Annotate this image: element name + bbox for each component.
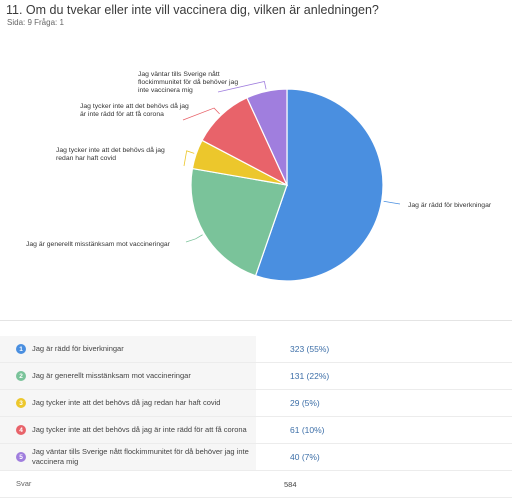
slice-label-4: Jag tycker inte att det behövs då jag är … [80, 102, 189, 118]
option-number-badge: 4 [16, 425, 26, 435]
pie-slice-2 [190, 167, 288, 277]
option-cell: 5 Jag väntar tills Sverige nått flockimmu… [0, 444, 256, 470]
section-divider [0, 320, 512, 321]
total-row: Svar 584 [0, 471, 512, 498]
option-cell: 3 Jag tycker inte att det behövs då jag r… [0, 390, 256, 416]
option-cell: 4 Jag tycker inte att det behövs då jag ä… [0, 417, 256, 443]
option-cell: 2 Jag är generellt misstänksam mot vaccin… [0, 363, 256, 389]
option-cell: 1 Jag är rädd för biverkningar [0, 336, 256, 362]
table-row: 3 Jag tycker inte att det behövs då jag r… [0, 390, 512, 417]
question-title: 11. Om du tvekar eller inte vill vaccine… [6, 3, 379, 17]
option-number-badge: 3 [16, 398, 26, 408]
results-table: 1 Jag är rädd för biverkningar 323 (55%) 2 J… [0, 336, 512, 498]
option-number-badge: 2 [16, 371, 26, 381]
option-number-badge: 5 [16, 452, 26, 462]
pie-chart: Jag är rädd för biverkningar Jag är gener… [26, 70, 492, 282]
option-label: Jag väntar tills Sverige nått flockimmun… [32, 447, 249, 466]
option-number-badge: 1 [16, 344, 26, 354]
option-count: 131 (22%) [290, 371, 330, 381]
table-row: 1 Jag är rädd för biverkningar 323 (55%) [0, 336, 512, 363]
leader-line-3 [183, 150, 195, 167]
option-label: Jag tycker inte att det behövs då jag re… [32, 398, 221, 407]
slice-label-3: Jag tycker inte att det behövs då jag red… [56, 146, 165, 162]
pie-slice-5 [246, 88, 288, 186]
table-row: 5 Jag väntar tills Sverige nått flockimmu… [0, 444, 512, 471]
total-label: Svar [16, 479, 32, 488]
leader-line-1 [383, 200, 401, 205]
page-question-info: Sida: 9 Fråga: 1 [7, 18, 64, 27]
leader-line-2 [185, 234, 203, 243]
total-count: 584 [284, 479, 297, 489]
slice-label-2: Jag är generellt misstänksam mot vaccine… [26, 241, 171, 248]
option-label: Jag är rädd för biverkningar [32, 344, 124, 353]
table-row: 2 Jag är generellt misstänksam mot vaccin… [0, 363, 512, 390]
option-label: Jag tycker inte att det behövs då jag är… [32, 425, 247, 434]
option-count: 61 (10%) [290, 425, 325, 435]
leader-line-4 [182, 107, 220, 121]
leader-line-5 [217, 80, 267, 93]
slice-label-5: Jag väntar tills Sverige nått flockimmuni… [138, 70, 238, 94]
total-cell: Svar [0, 471, 256, 497]
slice-label-1: Jag är rädd för biverkningar [408, 202, 492, 209]
option-label: Jag är generellt misstänksam mot vaccine… [32, 371, 191, 380]
table-row: 4 Jag tycker inte att det behövs då jag ä… [0, 417, 512, 444]
option-count: 29 (5%) [290, 398, 320, 408]
option-count: 40 (7%) [290, 452, 320, 462]
option-count: 323 (55%) [290, 344, 330, 354]
